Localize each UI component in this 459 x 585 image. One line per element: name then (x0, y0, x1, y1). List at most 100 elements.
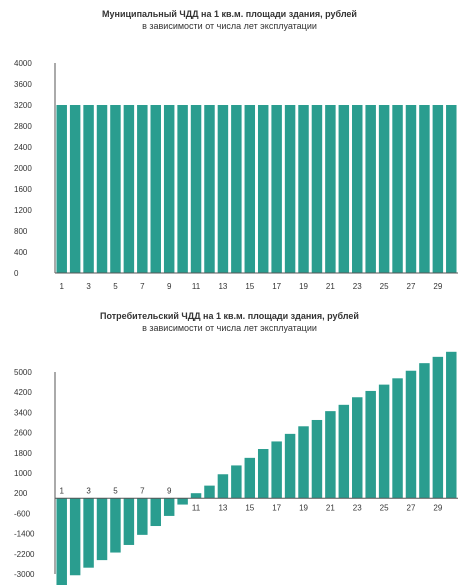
x-tick-label: 29 (433, 282, 442, 291)
y-tick-label: 1600 (14, 185, 32, 194)
x-tick-label: 19 (299, 282, 308, 291)
x-tick-label: 23 (353, 503, 362, 512)
x-tick-label: 3 (86, 282, 91, 291)
x-tick-label: 9 (167, 486, 172, 495)
x-tick-label: 23 (353, 282, 362, 291)
x-tick-label: 17 (272, 282, 281, 291)
x-tick-label: 1 (59, 486, 64, 495)
y-tick-label: 3400 (14, 408, 32, 417)
bar (352, 397, 363, 499)
x-tick-label: 9 (167, 282, 172, 291)
bar (190, 493, 202, 499)
y-tick-label: 2000 (14, 164, 32, 173)
bar (446, 351, 457, 499)
y-tick-label: 800 (14, 227, 28, 236)
bar (244, 105, 256, 273)
bar (83, 105, 94, 273)
bar (137, 105, 148, 273)
y-tick-label: 4200 (14, 388, 32, 397)
bar (56, 498, 67, 585)
bar (271, 105, 282, 273)
bar (69, 498, 81, 576)
bar (338, 404, 350, 499)
x-tick-label: 21 (326, 282, 335, 291)
y-tick-label: 2400 (14, 143, 32, 152)
bar (110, 498, 121, 553)
x-tick-label: 13 (218, 282, 227, 291)
y-tick-label: 1200 (14, 206, 32, 215)
bar (392, 105, 403, 273)
bar (177, 498, 188, 505)
bar (325, 411, 336, 499)
bar (83, 498, 94, 568)
y-tick-label: 3600 (14, 80, 32, 89)
y-tick-label: 1000 (14, 469, 32, 478)
x-tick-label: 21 (326, 503, 335, 512)
x-tick-label: 27 (407, 503, 416, 512)
bar (378, 384, 390, 499)
bar (392, 378, 403, 499)
bar (150, 498, 161, 527)
bar (204, 485, 215, 499)
chart-subtitle: в зависимости от числа лет эксплуатации (142, 21, 317, 31)
bar (231, 105, 242, 273)
bar (311, 105, 323, 273)
x-tick-label: 13 (218, 503, 227, 512)
y-tick-label: 400 (14, 248, 28, 257)
y-tick-label: 4000 (14, 59, 32, 68)
x-tick-label: 17 (272, 503, 281, 512)
y-tick-label: 3200 (14, 101, 32, 110)
x-tick-label: 7 (140, 486, 145, 495)
bar (325, 105, 336, 273)
bar (378, 105, 390, 273)
bar (231, 465, 242, 499)
bar (419, 105, 430, 273)
bar (177, 105, 188, 273)
bar (446, 105, 457, 273)
bar (298, 105, 309, 273)
x-tick-label: 5 (113, 486, 118, 495)
y-tick-label: -2200 (14, 550, 35, 559)
bar (217, 474, 229, 499)
y-tick-label: -600 (14, 509, 31, 518)
x-tick-label: 11 (192, 282, 201, 291)
x-tick-label: 1 (59, 282, 64, 291)
bar (96, 105, 108, 273)
bar (257, 105, 269, 273)
x-tick-label: 25 (380, 503, 389, 512)
bar (163, 498, 175, 516)
chart-title-line: Муниципальный ЧДД на 1 кв.м. площади зда… (102, 9, 357, 19)
y-tick-label: -1400 (14, 530, 35, 539)
bar (405, 370, 417, 499)
bar (204, 105, 215, 273)
bar (352, 105, 363, 273)
y-tick-label: 1800 (14, 449, 32, 458)
chart-title: Муниципальный ЧДД на 1 кв.м. площади зда… (0, 8, 459, 32)
y-tick-label: 2800 (14, 122, 32, 131)
x-tick-label: 11 (192, 503, 201, 512)
bar (338, 105, 350, 273)
bar (271, 441, 282, 499)
bar (257, 449, 269, 499)
x-tick-label: 27 (407, 282, 416, 291)
x-tick-label: 7 (140, 282, 145, 291)
municipal-npv-chart-panel: Муниципальный ЧДД на 1 кв.м. площади зда… (0, 8, 459, 291)
consumer-npv-chart-panel: Потребительский ЧДД на 1 кв.м. площади з… (0, 306, 459, 585)
bar (432, 356, 444, 499)
bar (244, 457, 256, 499)
bar (311, 419, 323, 499)
bar (150, 105, 161, 273)
y-tick-label: 200 (14, 489, 28, 498)
x-tick-label: 3 (86, 486, 91, 495)
bar (365, 105, 376, 273)
bar (217, 105, 229, 273)
consumer-npv-chart: -3000 -2200 -1400 -600 200 1000 1800 2600 3400 42… (14, 351, 458, 585)
y-tick-label: 5000 (14, 368, 32, 377)
x-tick-label: 15 (245, 282, 254, 291)
x-tick-label: 19 (299, 503, 308, 512)
municipal-npv-chart: 0 400 800 1200 1600 2000 2400 2800 3200 3600 4000 1… (14, 59, 458, 291)
chart-subtitle: в зависимости от числа лет эксплуатации (142, 323, 317, 333)
chart-title-line: Потребительский ЧДД на 1 кв.м. площади з… (100, 311, 359, 321)
x-tick-label: 25 (380, 282, 389, 291)
bar (56, 105, 67, 273)
